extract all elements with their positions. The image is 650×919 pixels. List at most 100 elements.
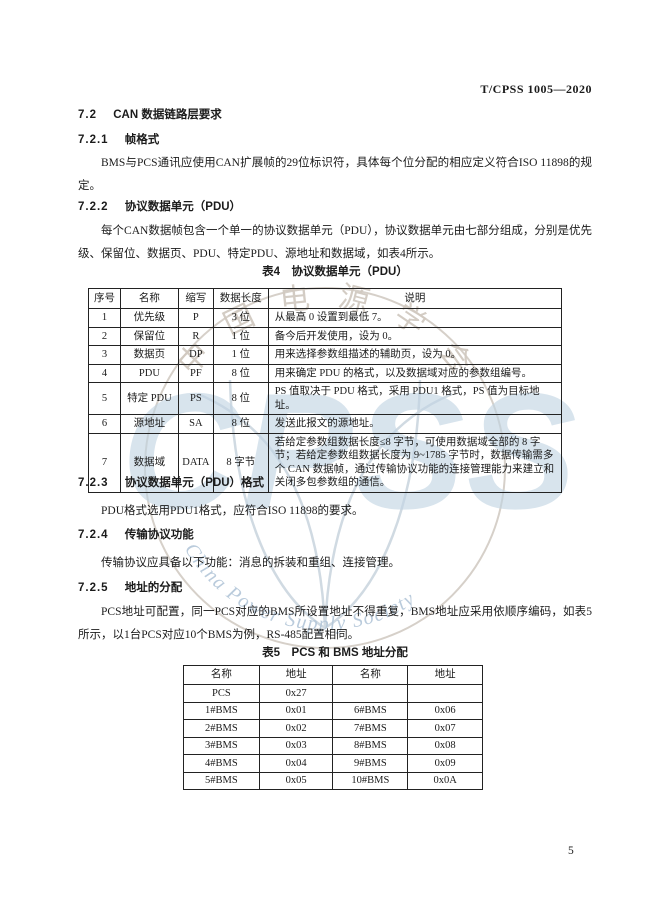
heading-title: 传输协议功能 [124, 529, 194, 541]
col-header: 地址 [258, 665, 334, 685]
cell: 3 位 [212, 308, 269, 328]
table-address-allocation: 名称 地址 名称 地址 PCS 0x27 1#BMS 0x01 6#BMS 0x… [183, 665, 483, 790]
heading-number: 7.2.2 [78, 201, 109, 213]
cell: 0x27 [258, 684, 334, 703]
cell: 0x02 [258, 719, 334, 738]
cell: 发送此报文的源地址。 [267, 414, 563, 434]
cell [332, 684, 409, 703]
col-header: 说明 [267, 288, 563, 309]
col-header: 数据长度 [212, 288, 269, 309]
cell: 从最高 0 设置到最低 7。 [267, 308, 563, 328]
cell: 3 [88, 345, 121, 365]
cell: 1 位 [212, 345, 269, 365]
table-row: 1 优先级 P 3 位 从最高 0 设置到最低 7。 [88, 308, 563, 328]
doc-code: T/CPSS 1005—2020 [480, 82, 592, 96]
table-row: PCS 0x27 [183, 684, 483, 703]
cell: 5 [88, 382, 121, 415]
cell: 数据页 [119, 345, 179, 365]
table-header-row: 名称 地址 名称 地址 [183, 665, 483, 685]
table-row: 4 PDU PF 8 位 用来确定 PDU 的格式，以及数据域对应的参数组编号。 [88, 363, 563, 383]
table-row: 3#BMS 0x03 8#BMS 0x08 [183, 736, 483, 755]
col-header: 缩写 [177, 288, 214, 309]
cell: 0x06 [407, 701, 483, 720]
cell [407, 684, 483, 703]
cell: 特定 PDU [119, 382, 179, 415]
table-row: 4#BMS 0x04 9#BMS 0x09 [183, 754, 483, 773]
cell: DP [177, 345, 214, 365]
cell: 0x01 [258, 701, 334, 720]
cell: 0x08 [407, 736, 483, 755]
cell: 0x03 [258, 736, 334, 755]
cell: DATA [177, 432, 214, 493]
table-row: 2#BMS 0x02 7#BMS 0x07 [183, 719, 483, 738]
heading-7-2: 7.2 CAN 数据链路层要求 [78, 106, 592, 122]
paragraph-7-2-1: BMS与PCS通讯应使用CAN扩展帧的29位标识符，具体每个位分配的相应定义符合… [78, 157, 592, 192]
cell: 若给定参数组数据长度≤8 字节，可使用数据域全部的 8 字节；若给定参数组数据长… [267, 432, 563, 493]
heading-7-2-5: 7.2.5 地址的分配 [78, 579, 592, 595]
cell: 数据域 [119, 432, 179, 493]
heading-7-2-1: 7.2.1 帧格式 [78, 131, 592, 147]
paragraph-7-2-3: PDU格式选用PDU1格式，应符合ISO 11898的要求。 [101, 505, 364, 517]
heading-number: 7.2.4 [78, 529, 109, 541]
col-header: 名称 [332, 665, 409, 685]
cell: 0x09 [407, 754, 483, 773]
cell: PS 值取决于 PDU 格式，采用 PDU1 格式，PS 值为目标地址。 [267, 382, 563, 415]
table-pdu: 序号 名称 缩写 数据长度 说明 1 优先级 P 3 位 从最高 0 设置到最低… [88, 288, 563, 493]
cell: 4#BMS [183, 754, 260, 773]
table-row: 7 数据域 DATA 8 字节 若给定参数组数据长度≤8 字节，可使用数据域全部… [88, 432, 563, 493]
cell: 7#BMS [332, 719, 409, 738]
paragraph-7-2-5: PCS地址可配置，同一PCS对应的BMS所设置地址不得重复，BMS地址应采用依顺… [78, 606, 592, 641]
table-row: 2 保留位 R 1 位 备今后开发使用，设为 0。 [88, 326, 563, 346]
cell: PF [177, 363, 214, 383]
table-row: 1#BMS 0x01 6#BMS 0x06 [183, 701, 483, 720]
heading-title: 协议数据单元（PDU） [124, 201, 242, 213]
cell: 0x05 [258, 771, 334, 790]
cell: 优先级 [119, 308, 179, 328]
cell: 用来选择参数组描述的辅助页，设为 0。 [267, 345, 563, 365]
cell: PDU [119, 363, 179, 383]
heading-title: CAN 数据链路层要求 [113, 109, 222, 121]
heading-title: 帧格式 [124, 134, 160, 146]
cell: 1 [88, 308, 121, 328]
col-header: 名称 [119, 288, 179, 309]
heading-7-2-3: 7.2.3 协议数据单元（PDU）格式 [78, 474, 592, 490]
cell: 1 位 [212, 326, 269, 346]
cell: 保留位 [119, 326, 179, 346]
cell: 6#BMS [332, 701, 409, 720]
table-row: 6 源地址 SA 8 位 发送此报文的源地址。 [88, 414, 563, 434]
heading-title: 协议数据单元（PDU）格式 [124, 477, 265, 489]
table5-caption: 表5 PCS 和 BMS 地址分配 [262, 647, 408, 659]
heading-number: 7.2.5 [78, 582, 109, 594]
table-row: 5#BMS 0x05 10#BMS 0x0A [183, 771, 483, 790]
cell: 8 位 [212, 363, 269, 383]
cell: 10#BMS [332, 771, 409, 790]
heading-number: 7.2.3 [78, 477, 109, 489]
cell: 0x07 [407, 719, 483, 738]
heading-number: 7.2 [78, 109, 97, 121]
cell: 用来确定 PDU 的格式，以及数据域对应的参数组编号。 [267, 363, 563, 383]
cell: 8 位 [212, 414, 269, 434]
cell: 8#BMS [332, 736, 409, 755]
cell: 0x0A [407, 771, 483, 790]
heading-title: 地址的分配 [124, 582, 183, 594]
heading-number: 7.2.1 [78, 134, 109, 146]
cell: SA [177, 414, 214, 434]
cell: 9#BMS [332, 754, 409, 773]
cell: 1#BMS [183, 701, 260, 720]
cell: 备今后开发使用，设为 0。 [267, 326, 563, 346]
cell: 源地址 [119, 414, 179, 434]
col-header: 名称 [183, 665, 260, 685]
heading-7-2-4: 7.2.4 传输协议功能 [78, 526, 592, 542]
cell: 7 [88, 432, 121, 493]
heading-7-2-2: 7.2.2 协议数据单元（PDU） [78, 198, 592, 214]
cell: 3#BMS [183, 736, 260, 755]
cell: 8 位 [212, 382, 269, 415]
table-row: 5 特定 PDU PS 8 位 PS 值取决于 PDU 格式，采用 PDU1 格… [88, 382, 563, 415]
cell: PCS [183, 684, 260, 703]
table-row: 3 数据页 DP 1 位 用来选择参数组描述的辅助页，设为 0。 [88, 345, 563, 365]
cell: 2 [88, 326, 121, 346]
col-header: 地址 [407, 665, 483, 685]
cell: 4 [88, 363, 121, 383]
